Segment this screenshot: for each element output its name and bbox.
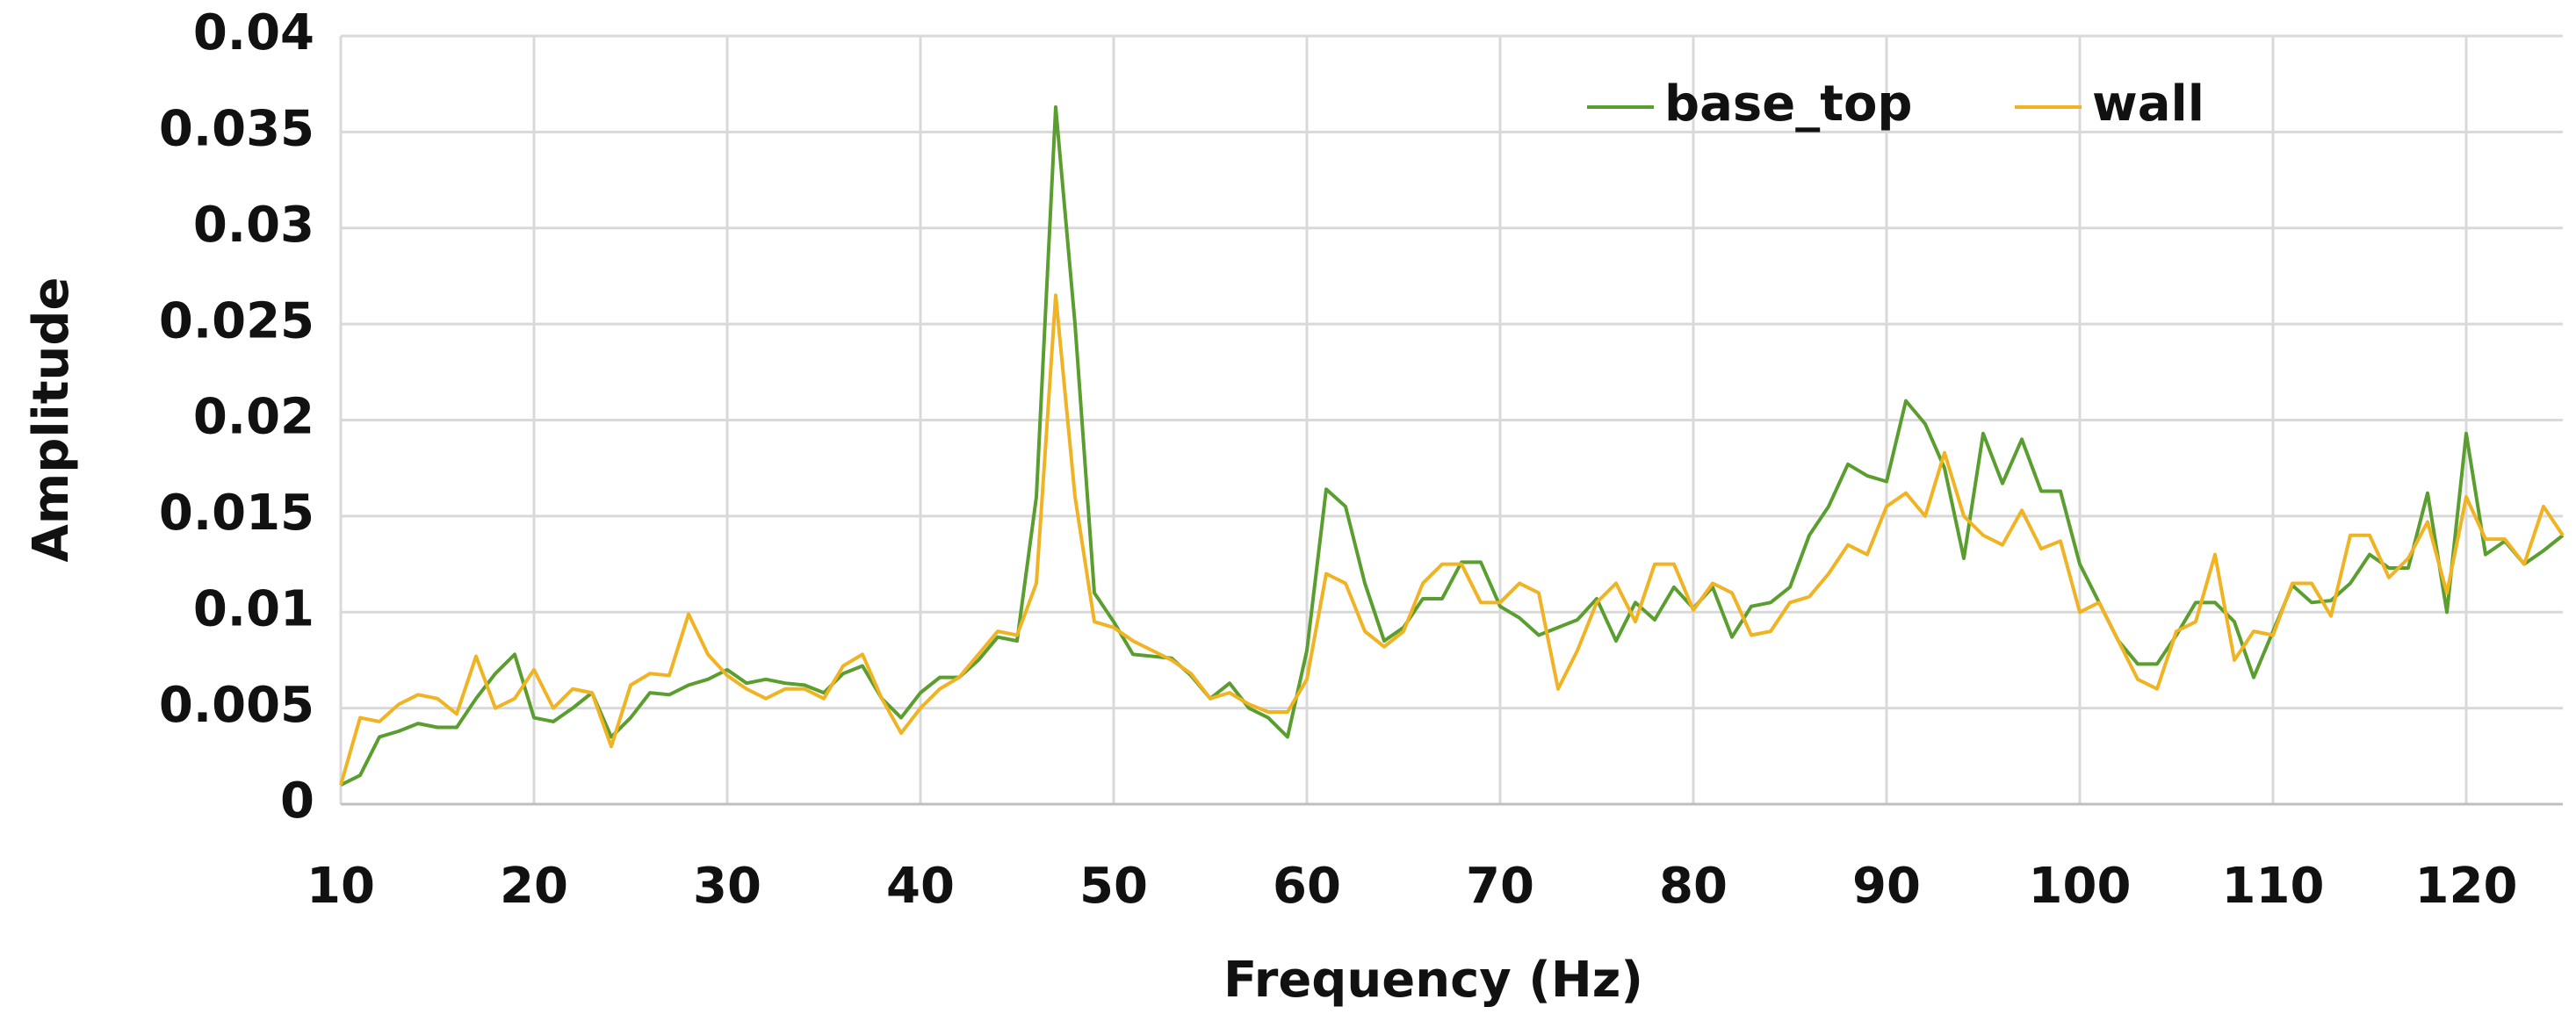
legend-label: wall — [2092, 75, 2204, 133]
x-tick-label: 30 — [693, 858, 761, 915]
y-tick-label: 0.01 — [193, 580, 314, 637]
x-tick-label: 90 — [1852, 858, 1921, 915]
x-tick-label: 10 — [307, 858, 375, 915]
x-axis-title: Frequency (Hz) — [1223, 952, 1643, 1009]
y-tick-label: 0.005 — [159, 677, 314, 734]
x-tick-label: 110 — [2222, 858, 2325, 915]
x-tick-label: 120 — [2415, 858, 2518, 915]
x-tick-label: 20 — [500, 858, 568, 915]
y-tick-label: 0.04 — [193, 4, 314, 61]
y-tick-label: 0.03 — [193, 197, 314, 254]
y-axis-title: Amplitude — [23, 277, 80, 563]
x-tick-label: 40 — [886, 858, 955, 915]
y-tick-label: 0.025 — [159, 292, 314, 349]
y-tick-label: 0.035 — [159, 101, 314, 158]
x-tick-label: 70 — [1466, 858, 1534, 915]
y-tick-label: 0.015 — [159, 485, 314, 542]
legend-label: base_top — [1664, 75, 1913, 133]
x-tick-label: 80 — [1659, 858, 1728, 915]
x-tick-label: 50 — [1079, 858, 1148, 915]
data-line — [339, 293, 2565, 786]
x-tick-label: 60 — [1273, 858, 1341, 915]
y-tick-label: 0 — [280, 773, 314, 830]
x-tick-label: 100 — [2029, 858, 2132, 915]
data-line — [340, 104, 2565, 787]
y-tick-label: 0.02 — [193, 389, 314, 446]
